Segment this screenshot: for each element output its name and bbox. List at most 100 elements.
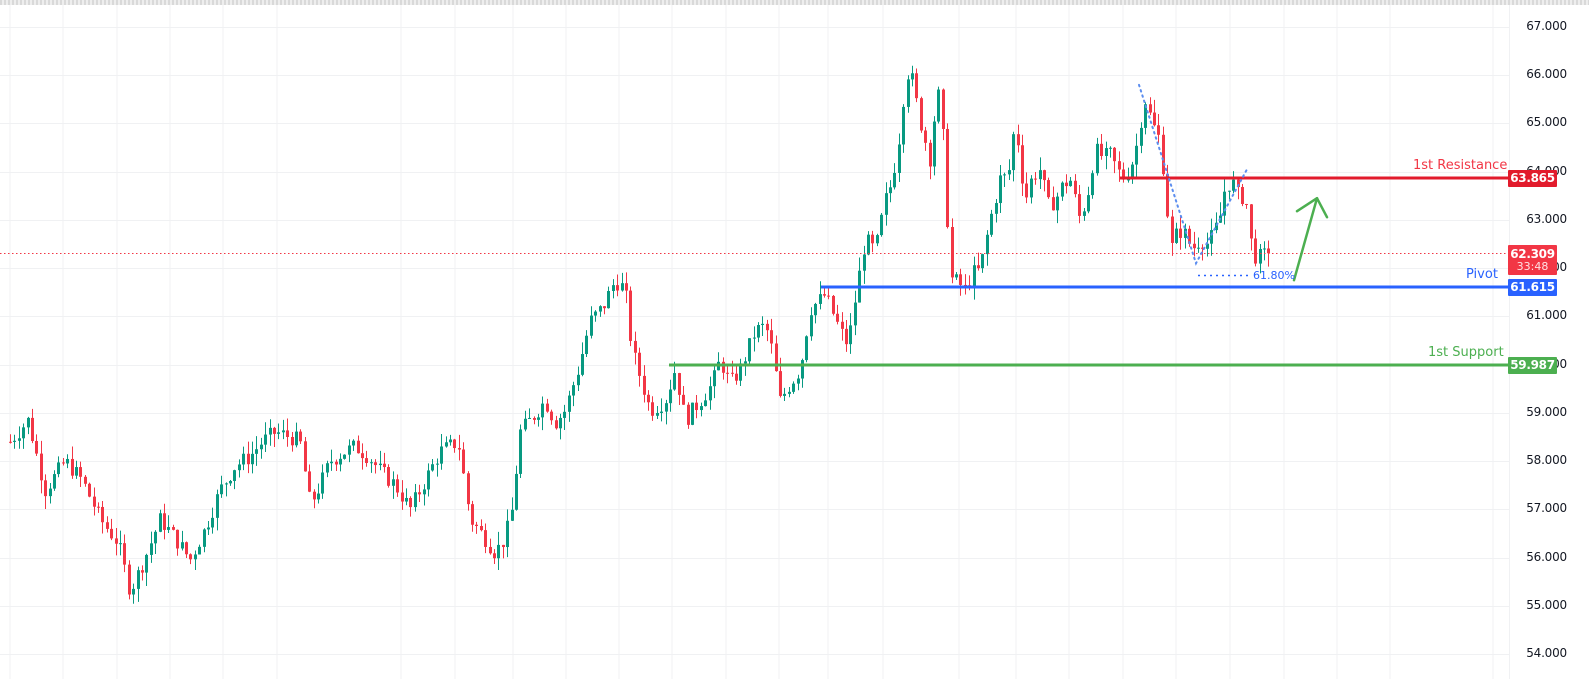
candle	[647, 394, 650, 403]
candle	[1052, 197, 1055, 211]
candle	[1144, 104, 1147, 128]
candle	[541, 403, 544, 418]
candle	[493, 553, 496, 559]
candle	[797, 378, 800, 384]
candle	[62, 462, 65, 464]
candle	[27, 417, 30, 428]
candle	[1043, 170, 1046, 181]
candle	[907, 79, 910, 107]
candle	[616, 285, 619, 291]
candle	[924, 130, 927, 143]
candle	[273, 427, 276, 434]
candle	[814, 303, 817, 316]
candle	[387, 467, 390, 486]
candle	[1061, 182, 1064, 197]
candle	[427, 470, 430, 490]
candle	[863, 254, 866, 271]
candle	[1215, 222, 1218, 231]
candle	[951, 227, 954, 278]
axis-tick: 61.000	[1526, 308, 1567, 323]
candle	[893, 172, 896, 188]
candle	[1157, 125, 1160, 135]
candle	[128, 564, 131, 595]
candle	[999, 175, 1002, 204]
candle	[937, 89, 940, 122]
candle	[396, 479, 399, 493]
candle	[326, 463, 329, 473]
candle	[313, 491, 316, 500]
candle	[141, 570, 144, 573]
arrowhead-icon	[1295, 196, 1329, 219]
candle	[1030, 178, 1033, 198]
candle	[995, 203, 998, 214]
candle	[871, 234, 874, 244]
candle	[198, 546, 201, 555]
axis-tick: 55.000	[1526, 597, 1567, 612]
candle	[1228, 190, 1231, 192]
resistance-price-tag: 63.865	[1508, 170, 1557, 188]
candle	[665, 403, 668, 412]
pivot-label: Pivot	[1466, 266, 1498, 282]
candle	[449, 439, 452, 443]
candle	[546, 403, 549, 412]
candle	[977, 265, 980, 269]
candle	[849, 325, 852, 345]
candle	[845, 328, 848, 345]
candle	[1105, 148, 1108, 157]
candle	[423, 489, 426, 495]
candle	[330, 461, 333, 464]
drawing-annotations[interactable]	[1138, 83, 1329, 282]
candle	[229, 480, 232, 484]
candle	[634, 340, 637, 353]
candle	[75, 467, 78, 476]
candle	[251, 453, 254, 465]
candle	[71, 458, 74, 476]
candle	[898, 144, 901, 173]
zigzag-pattern[interactable]	[1138, 83, 1248, 266]
axis-tick: 57.000	[1526, 501, 1567, 516]
arrow-icon[interactable]	[1292, 196, 1319, 282]
candle	[383, 463, 386, 468]
candle	[528, 417, 531, 419]
axis-tick: 65.000	[1526, 115, 1567, 130]
candle	[453, 439, 456, 449]
candle	[607, 291, 610, 309]
candle	[343, 454, 346, 459]
candle	[220, 484, 223, 495]
fib-retracement-label[interactable]: 61.80%	[1253, 268, 1295, 282]
candle	[911, 73, 914, 80]
candle	[110, 528, 113, 539]
candle	[590, 315, 593, 336]
candle	[1175, 228, 1178, 243]
candle	[172, 527, 175, 530]
candle	[933, 121, 936, 167]
candle	[242, 453, 245, 465]
candle	[524, 418, 527, 430]
candle	[1193, 243, 1196, 249]
candle	[101, 506, 104, 523]
level-lines[interactable]	[0, 176, 1508, 367]
candle	[1237, 179, 1240, 188]
candle	[739, 363, 742, 381]
candle	[308, 471, 311, 492]
candle	[731, 372, 734, 374]
pivot-price-tag: 61.615	[1508, 278, 1557, 296]
current-price: 62.309	[1510, 247, 1555, 262]
candle	[929, 142, 932, 167]
candle	[66, 458, 69, 464]
candle	[669, 389, 672, 404]
candle	[1171, 216, 1174, 243]
candle	[471, 504, 474, 525]
candle	[563, 411, 566, 418]
candle	[682, 394, 685, 405]
candle	[621, 283, 624, 291]
candle	[379, 463, 382, 466]
candle	[462, 449, 465, 474]
candle	[757, 325, 760, 338]
candle	[291, 436, 294, 446]
candle	[946, 128, 949, 228]
candle	[594, 311, 597, 316]
candle	[660, 411, 663, 413]
candle	[277, 432, 280, 434]
